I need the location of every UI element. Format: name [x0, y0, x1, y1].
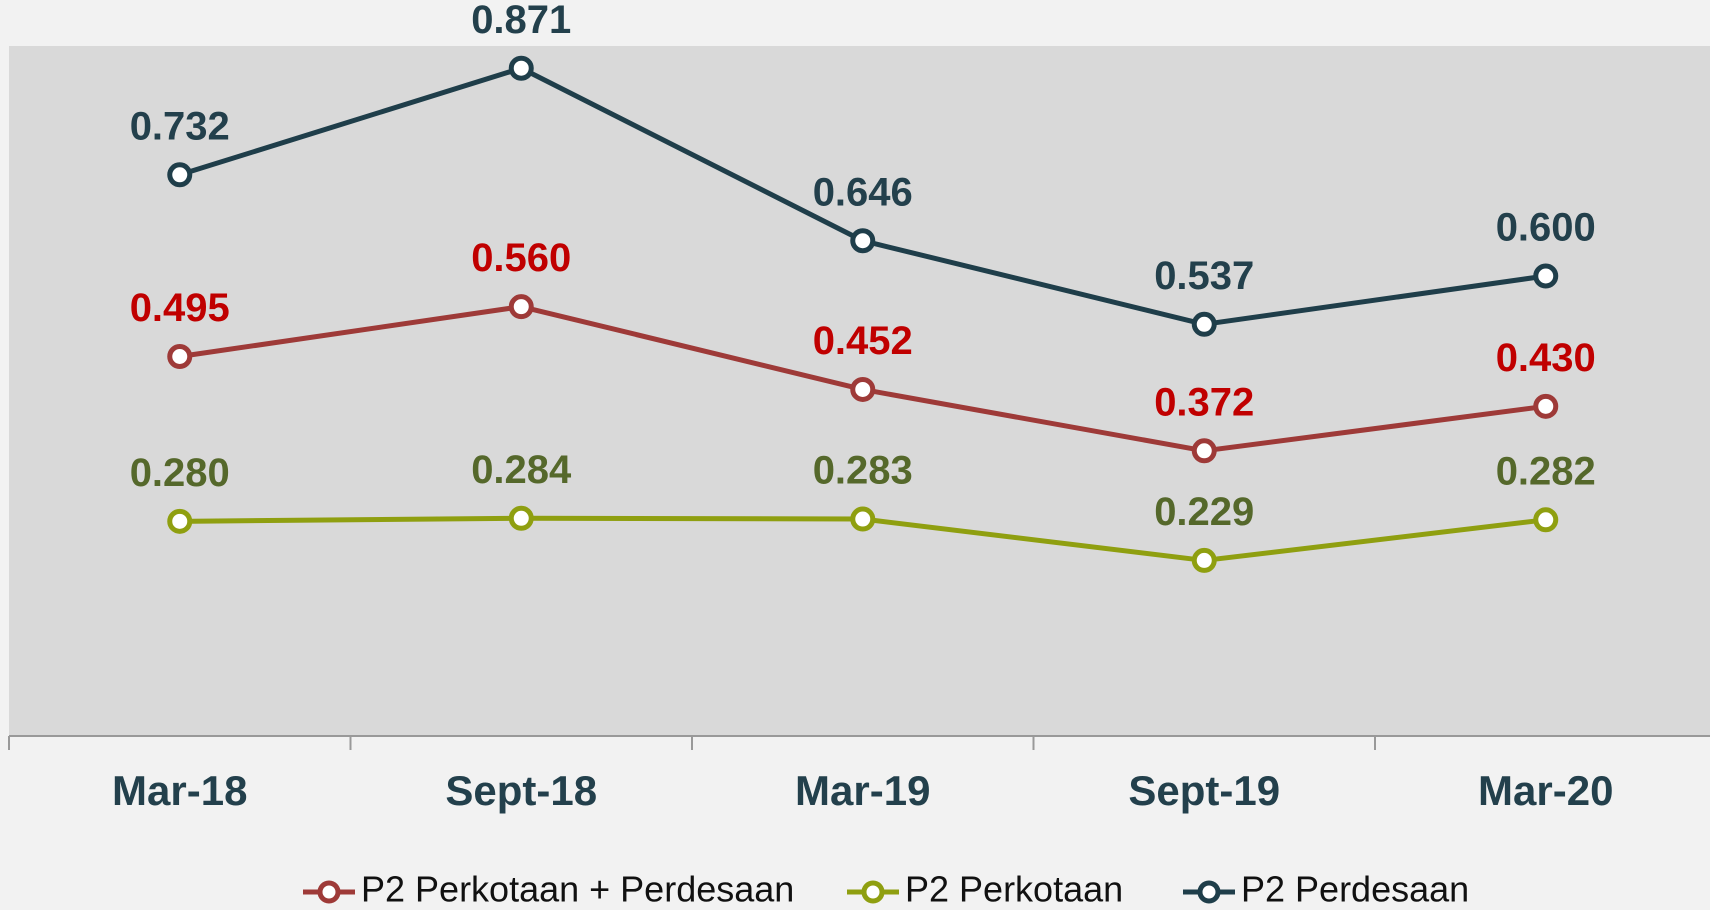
data-label: 0.646	[813, 170, 913, 214]
data-label: 0.372	[1154, 380, 1254, 424]
x-tick-label: Sept-18	[445, 767, 597, 814]
data-label: 0.732	[130, 104, 230, 148]
data-point	[1191, 311, 1217, 337]
legend-label: P2 Perkotaan + Perdesaan	[361, 869, 794, 910]
data-label: 0.537	[1154, 254, 1254, 298]
legend-label: P2 Perkotaan	[905, 869, 1123, 910]
data-label: 0.284	[471, 448, 572, 492]
data-point	[1533, 507, 1559, 533]
data-label: 0.229	[1154, 490, 1254, 534]
data-point	[1533, 393, 1559, 419]
data-point	[850, 506, 876, 532]
legend-marker	[1197, 880, 1221, 904]
data-label: 0.280	[130, 451, 230, 495]
data-point	[850, 228, 876, 254]
data-label: 0.600	[1496, 206, 1596, 250]
data-point	[1191, 547, 1217, 573]
data-point	[850, 376, 876, 402]
data-point	[1533, 263, 1559, 289]
data-point	[508, 505, 534, 531]
data-label: 0.560	[471, 236, 571, 280]
legend-label: P2 Perdesaan	[1241, 869, 1469, 910]
data-label: 0.871	[471, 0, 571, 42]
x-tick-label: Mar-18	[112, 767, 247, 814]
x-tick-label: Mar-19	[795, 767, 930, 814]
data-point	[167, 508, 193, 534]
data-label: 0.452	[813, 319, 913, 363]
legend-marker	[861, 880, 885, 904]
data-point	[1191, 438, 1217, 464]
data-label: 0.430	[1496, 336, 1596, 380]
data-label: 0.282	[1496, 449, 1596, 493]
x-tick-label: Mar-20	[1478, 767, 1613, 814]
data-point	[167, 344, 193, 369]
x-tick-label: Sept-19	[1128, 767, 1280, 814]
data-label: 0.495	[130, 286, 230, 330]
data-point	[167, 162, 193, 188]
data-point	[508, 55, 534, 81]
data-point	[508, 294, 534, 320]
data-label: 0.283	[813, 449, 913, 493]
legend-marker	[317, 880, 341, 904]
